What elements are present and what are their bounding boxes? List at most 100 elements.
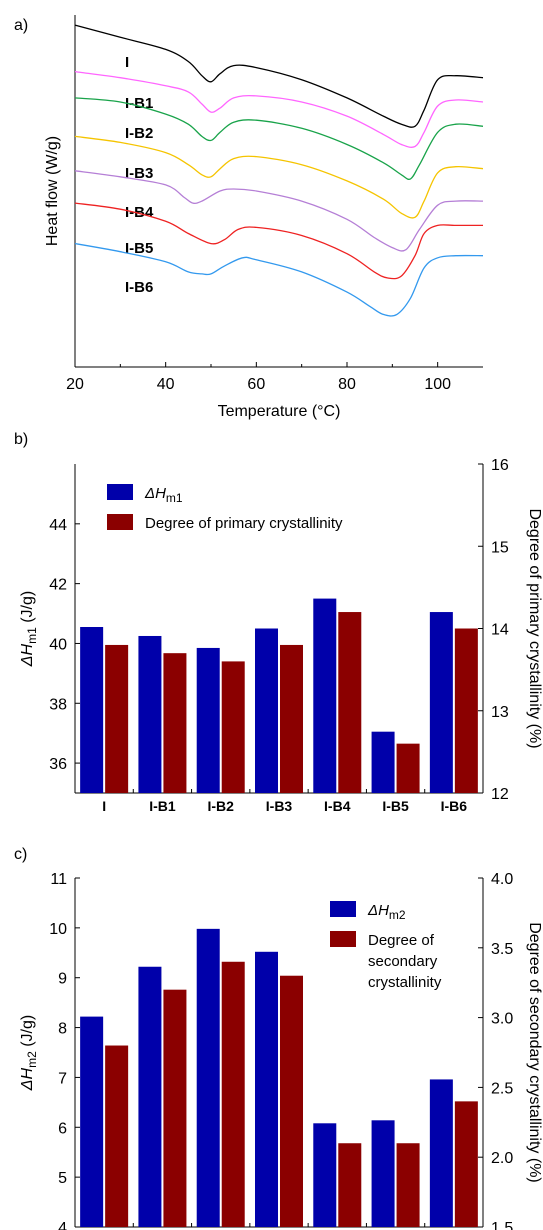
bar-crystallinity-i-b5 [396, 1143, 420, 1227]
y-left-axis-title: ΔHm1 (J/g) [19, 591, 39, 667]
legend-label-crystallinity: Degree of primary crystallinity [145, 515, 343, 532]
y-right-tick-label: 14 [491, 622, 509, 639]
legend-swatch-crystallinity [107, 514, 133, 530]
y-left-title-sub: m1 [25, 627, 39, 644]
y-left-tick-label: 10 [49, 921, 67, 938]
legend-swatch-m2 [330, 901, 356, 917]
dsc-curve-i [74, 24, 484, 128]
bar-crystallinity-i-b2 [221, 961, 245, 1227]
curve-label-i-b4: I-B4 [125, 204, 154, 221]
dsc-curve-i-b5 [74, 202, 483, 280]
y-left-tick-label: 4 [58, 1220, 67, 1230]
y-left-tick-label: 6 [58, 1120, 67, 1137]
legend-label-sub: m1 [166, 491, 183, 505]
curve-label-i-b5: I-B5 [125, 240, 153, 257]
y-right-tick-label: 1.5 [491, 1220, 513, 1230]
legend-label-m2: ΔHm2 [367, 902, 406, 922]
bar-crystallinity-i-b3 [280, 975, 303, 1227]
dsc-curve-i-b3 [74, 135, 484, 219]
y-right-axis-title: Degree of primary crystallinity (%) [526, 508, 543, 748]
category-label: I [102, 798, 106, 814]
y-left-tick-label: 40 [49, 636, 67, 653]
legend-label-sub: m2 [389, 908, 406, 922]
legend-label-main: ΔH [367, 902, 389, 919]
bar-crystallinity-i-b6 [454, 628, 478, 793]
bar-m1-i-b3 [255, 628, 278, 793]
y-right-tick-label: 15 [491, 539, 509, 556]
bar-crystallinity-i-b3 [280, 644, 303, 793]
y-right-tick-label: 3.5 [491, 941, 513, 958]
x-tick-label: 40 [157, 376, 175, 393]
category-label: I-B1 [149, 798, 176, 814]
bar-m2-i-b6 [429, 1079, 453, 1227]
y-left-axis-title: ΔHm2 (J/g) [19, 1015, 39, 1091]
y-right-tick-label: 2.5 [491, 1080, 513, 1097]
bar-m2-i-b5 [371, 1120, 395, 1227]
dsc-curve-i-b1 [74, 70, 484, 148]
legend-label-crystallinity: Degree of [368, 932, 435, 949]
bar-crystallinity-i-b6 [454, 1101, 478, 1227]
legend-label-crystallinity: secondary [368, 953, 438, 970]
x-tick-label: 100 [424, 376, 451, 393]
y-left-tick-label: 38 [49, 696, 67, 713]
y-axis-title: Heat flow (W/g) [44, 136, 61, 246]
y-left-tick-label: 5 [58, 1170, 67, 1187]
category-label: I-B6 [441, 798, 468, 814]
y-left-tick-label: 42 [49, 577, 67, 594]
y-right-axis-title: Degree of secondary crystallinity (%) [526, 922, 543, 1183]
legend-label-crystallinity: crystallinity [368, 974, 442, 991]
bar-m1-i-b6 [429, 612, 453, 793]
legend-swatch-m1 [107, 484, 133, 500]
panel-label-a: a) [14, 17, 28, 34]
bar-m2-i-b3 [255, 951, 278, 1227]
bar-m1-i-b1 [138, 635, 162, 793]
x-tick-label: 60 [247, 376, 265, 393]
bar-m1-i-b2 [196, 647, 220, 793]
bar-crystallinity-i-b1 [163, 989, 187, 1227]
y-right-tick-label: 4.0 [491, 871, 513, 888]
curve-label-i-b3: I-B3 [125, 165, 153, 182]
bar-crystallinity-i-b2 [221, 661, 245, 793]
legend-label-m1: ΔHm1 [144, 485, 183, 505]
dsc-curve-i-b4 [74, 170, 484, 252]
y-left-title-main: ΔH [19, 1067, 36, 1091]
x-axis-title: Temperature (°C) [218, 403, 341, 420]
y-right-tick-label: 12 [491, 786, 509, 803]
legend-swatch-crystallinity [330, 931, 356, 947]
bar-crystallinity-i [105, 1045, 129, 1227]
bar-m1-i-b5 [371, 731, 395, 793]
bar-crystallinity-i-b4 [338, 1143, 362, 1227]
y-right-tick-label: 2.0 [491, 1150, 513, 1167]
panel-b-primary-crystallinity-chart: b) 36 38 40 42 44 12 13 14 15 16 I I-B1 I-B2 I-B3 I-B4 I… [14, 431, 543, 814]
curve-label-i-b2: I-B2 [125, 125, 153, 142]
bar-crystallinity-i-b1 [163, 653, 187, 793]
y-left-tick-label: 9 [58, 971, 67, 988]
panel-a-dsc-curves: a) 20 40 60 80 100 Temperature (°C) Heat flow (… [14, 15, 484, 420]
y-right-tick-label: 16 [491, 457, 509, 474]
y-left-tick-label: 36 [49, 756, 67, 773]
y-left-title-main: ΔH [19, 643, 36, 667]
category-label: I-B5 [382, 798, 409, 814]
x-tick-label: 80 [338, 376, 356, 393]
y-left-title-unit: (J/g) [19, 591, 36, 627]
bar-m2-i-b1 [138, 966, 162, 1227]
curve-label-i: I [125, 54, 129, 71]
category-label: I-B3 [266, 798, 293, 814]
bar-crystallinity-i-b5 [396, 743, 420, 793]
bar-m2-i [80, 1016, 104, 1227]
y-left-title-sub: m2 [25, 1051, 39, 1068]
y-left-tick-label: 8 [58, 1021, 67, 1038]
bar-m1-i-b4 [313, 598, 337, 793]
panel-c-secondary-crystallinity-chart: c)45678910111.52.02.53.03.54.0II-B1I-B2I… [14, 846, 543, 1230]
y-right-tick-label: 3.0 [491, 1011, 513, 1028]
y-left-tick-label: 11 [50, 871, 67, 888]
bar-m1-i [80, 627, 104, 793]
y-left-tick-label: 44 [49, 517, 67, 534]
bar-crystallinity-i [105, 644, 129, 793]
x-tick-label: 20 [66, 376, 84, 393]
bar-m2-i-b2 [196, 928, 220, 1227]
dsc-curve-i-b6 [74, 242, 484, 317]
y-right-tick-label: 13 [491, 704, 509, 721]
category-label: I-B4 [324, 798, 351, 814]
